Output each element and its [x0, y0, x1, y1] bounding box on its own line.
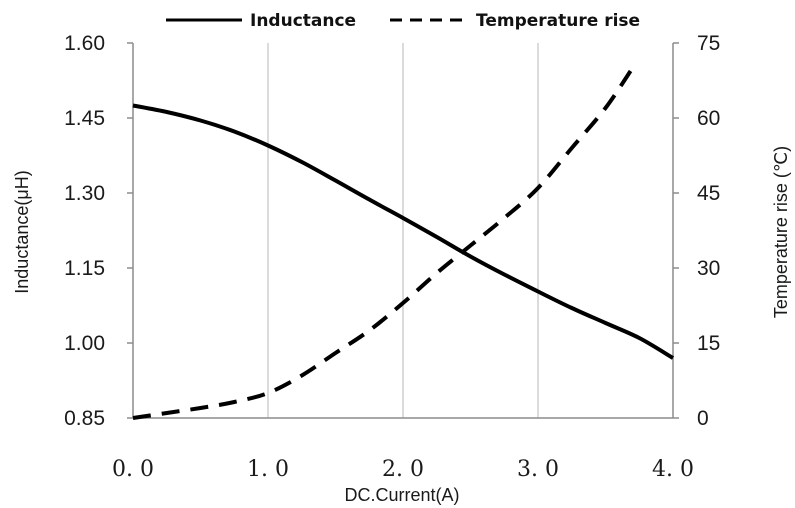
y2-tick-label: 15: [697, 332, 720, 355]
y2-tick-label: 30: [697, 257, 720, 280]
y2-tick-label: 45: [697, 182, 720, 205]
x-tick-label: 4. 0: [652, 457, 694, 482]
gridlines: [267, 43, 539, 418]
x-tick-label: 3. 0: [517, 457, 559, 482]
y-tick-label: 1.45: [64, 107, 105, 130]
x-tick-label: 1. 0: [247, 457, 289, 482]
y-tick-label: 1.00: [64, 332, 105, 355]
y2-tick-label: 0: [697, 407, 709, 430]
legend-label-temperature-rise: Temperature rise: [476, 11, 640, 31]
y-tick-label: 1.15: [64, 257, 105, 280]
x-tick-label: 0. 0: [112, 457, 154, 482]
series-lines: [132, 66, 675, 420]
tick-labels: 0.85 1.00 1.15 1.30 1.45 1.60 0 15 30 45 60 75 0. 0 1…: [64, 32, 720, 482]
y-tick-label: 1.30: [64, 182, 105, 205]
legend: Inductance Temperature rise: [166, 11, 640, 31]
y2-tick-label: 75: [697, 32, 720, 55]
x-tick-label: 2. 0: [382, 457, 424, 482]
series-line-inductance: [132, 103, 675, 360]
y-tick-label: 0.85: [64, 407, 105, 430]
y-axis-label: Inductance(μH): [12, 170, 32, 293]
y2-tick-label: 60: [697, 107, 720, 130]
y-tick-label: 1.60: [64, 32, 105, 55]
series-line-temperature-rise: [132, 66, 635, 420]
y2-axis-label: Temperature rise (℃): [771, 146, 791, 318]
legend-label-inductance: Inductance: [250, 11, 356, 31]
x-axis-label: DC.Current(A): [344, 485, 459, 505]
